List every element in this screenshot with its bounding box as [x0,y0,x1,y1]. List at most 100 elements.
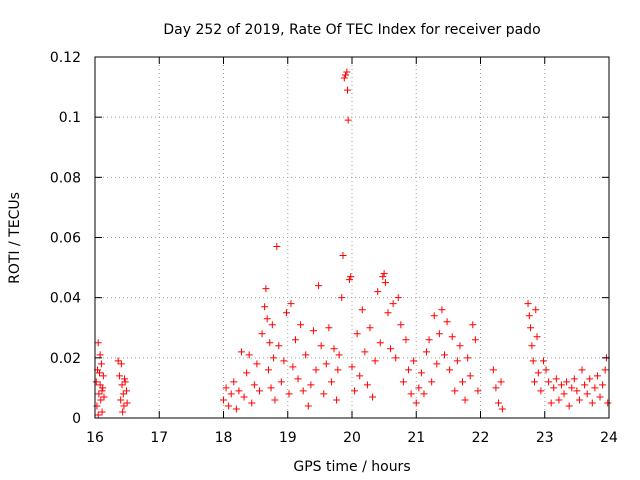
data-point [601,366,609,374]
data-point [312,366,320,374]
x-axis-label: GPS time / hours [293,459,410,475]
data-point [527,324,535,332]
data-point [583,390,591,398]
data-point [547,399,555,407]
data-point [539,357,547,365]
x-tick-label: 18 [215,430,233,446]
data-point [371,357,379,365]
data-point [344,116,352,124]
data-point [415,384,423,392]
data-point [466,372,474,380]
data-point [98,408,106,416]
data-point [604,399,612,407]
data-point [347,273,355,281]
data-point [315,282,323,290]
data-point [287,300,295,308]
data-point [578,366,586,374]
data-point [369,393,377,401]
data-point [282,309,290,317]
data-point [330,345,338,353]
data-point [425,336,433,344]
data-point [271,396,279,404]
data-point [240,393,248,401]
data-point [261,303,269,311]
data-point [448,333,456,341]
data-point [492,384,500,392]
data-point [387,345,395,353]
data-point [529,357,537,365]
data-point [361,348,369,356]
data-point [366,324,374,332]
axis-ticks [94,56,610,419]
data-point [456,342,464,350]
data-point [320,390,328,398]
data-point [297,321,305,329]
data-point [428,378,436,386]
data-point [451,387,459,395]
data-point [356,372,364,380]
data-point [363,381,371,389]
data-point [96,381,104,389]
data-point [333,396,341,404]
data-point [494,399,502,407]
data-point [498,405,506,413]
data-point [327,378,335,386]
data-point [122,387,130,395]
data-point [117,360,125,368]
data-point [430,312,438,320]
data-point [471,336,479,344]
data-point [410,357,418,365]
data-point [100,393,108,401]
y-tick-label: 0.08 [50,170,81,186]
x-tick-label: 17 [150,430,168,446]
y-tick-label: 0.12 [50,50,81,66]
data-point [586,375,594,383]
data-point [97,396,105,404]
data-point [118,381,126,389]
data-point [380,270,388,278]
data-point [299,387,307,395]
data-point [552,375,560,383]
data-point [339,252,347,260]
data-point [258,330,266,338]
data-point [438,306,446,314]
data-point [557,381,565,389]
data-point [489,366,497,374]
data-point [325,324,333,332]
data-point [555,396,563,404]
data-point [95,369,103,377]
data-point [588,399,596,407]
data-point [394,294,402,302]
data-point [95,390,103,398]
data-point [443,318,451,326]
data-point [232,405,240,413]
x-tick-labels: 16 17 18 19 20 21 22 23 24 [86,430,618,446]
data-point [344,86,352,94]
data-point [392,354,400,362]
data-point [545,378,553,386]
data-point [230,378,238,386]
data-point [497,378,505,386]
data-point [528,342,536,350]
data-point [227,390,235,398]
data-point [358,306,366,314]
y-tick-label: 0.06 [50,231,81,247]
data-point [575,396,583,404]
data-point [335,351,343,359]
x-tick-label: 21 [407,430,425,446]
data-point [280,357,288,365]
data-point [384,309,392,317]
data-point [417,369,425,377]
data-point [533,333,541,341]
data-point [291,336,299,344]
data-point [262,285,270,293]
data-point [268,321,276,329]
y-axis-label: ROTI / TECUs [7,192,23,284]
x-tick-label: 16 [86,430,104,446]
data-point [285,390,293,398]
data-point [121,375,129,383]
data-point [593,372,601,380]
x-tick-label: 23 [536,430,554,446]
data-point [266,339,274,347]
data-point [343,68,351,76]
